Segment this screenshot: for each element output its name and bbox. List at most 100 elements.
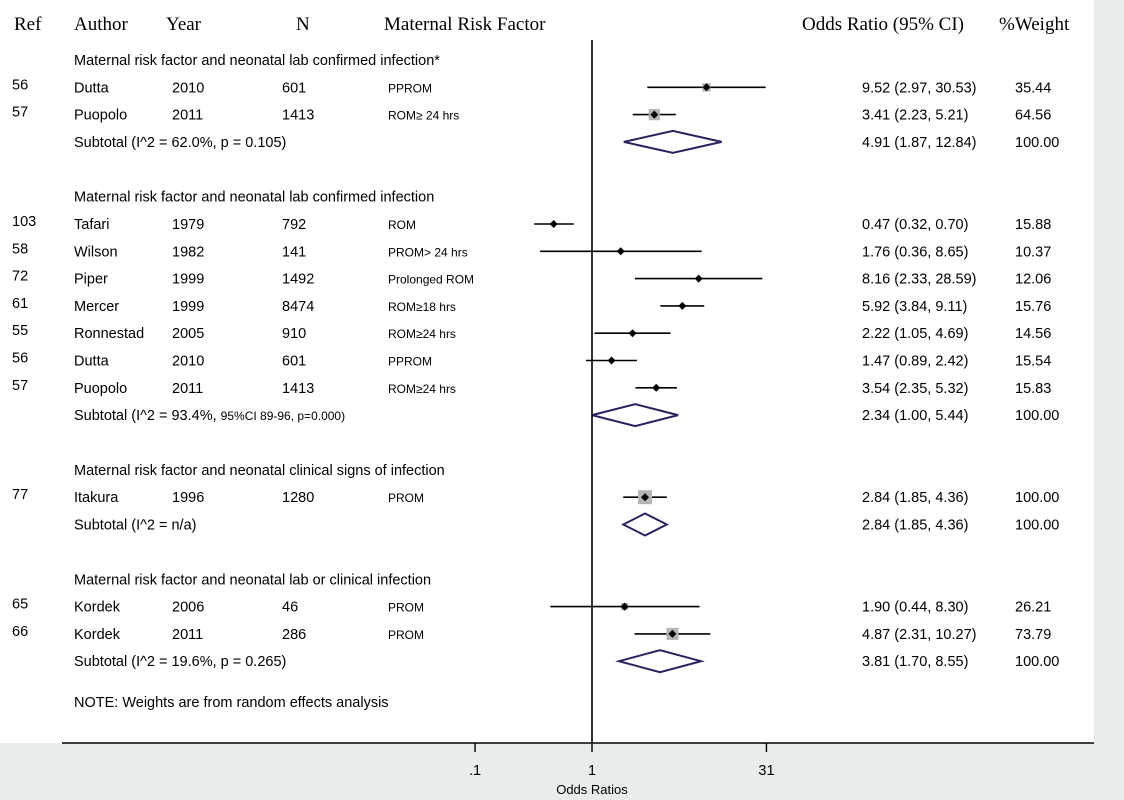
study-author: Puopolo [74,108,127,124]
subtotal-or-ci: 2.34 (1.00, 5.44) [862,408,968,424]
header-author: Author [74,14,129,35]
point-estimate [549,220,558,228]
footnote: NOTE: Weights are from random effects an… [74,695,389,711]
section-2: Maternal risk factor and neonatal clinic… [12,463,1059,537]
subtotal-diamond [621,512,670,537]
study-n: 141 [282,244,306,260]
study-year: 1979 [172,217,204,233]
study-n: 601 [282,354,306,370]
header-row: Ref Author Year N Maternal Risk Factor O… [14,14,1070,35]
x-axis: .1 1 31 [469,743,775,779]
study-row: 55 Ronnestad 2005 910 ROM≥24 hrs 2.22 (1.05, … [12,323,1051,342]
study-ref: 58 [12,241,28,257]
study-year: 2011 [172,108,203,124]
study-year: 2005 [172,326,204,342]
study-or-ci: 3.54 (2.35, 5.32) [862,381,968,397]
study-year: 2006 [172,600,204,616]
study-or-ci: 8.16 (2.33, 28.59) [862,272,976,288]
study-year: 1982 [172,244,204,260]
section-title: Maternal risk factor and neonatal lab co… [74,190,434,206]
study-author: Tafari [74,217,109,233]
study-factor: ROM [388,218,416,232]
study-or-ci: 1.90 (0.44, 8.30) [862,600,968,616]
study-ref: 56 [12,77,28,93]
study-ref: 61 [12,296,28,312]
header-n: N [296,14,310,35]
study-year: 1999 [172,272,204,288]
study-factor: ROM≥24 hrs [388,327,456,341]
study-row: 61 Mercer 1999 8474 ROM≥18 hrs 5.92 (3.84, 9.… [12,296,1051,315]
study-row: 56 Dutta 2010 601 PPROM 9.52 (2.97, 30.53) 35.… [12,77,1051,96]
point-estimate [652,383,661,392]
point-estimate [616,247,625,256]
study-author: Piper [74,272,108,288]
subtotal-weight: 100.00 [1015,408,1059,424]
point-estimate [641,493,650,502]
study-n: 910 [282,326,306,342]
study-ref: 56 [12,351,28,367]
forest-plot: Ref Author Year N Maternal Risk Factor O… [12,14,1094,797]
study-weight: 35.44 [1015,80,1051,96]
study-row: 57 Puopolo 2011 1413 ROM≥ 24 hrs 3.41 (2.23, … [12,105,1051,124]
point-estimate [678,301,687,310]
study-ref: 65 [12,597,28,613]
study-row: 57 Puopolo 2011 1413 ROM≥24 hrs 3.54 (2.35, 5… [12,378,1051,397]
section-0: Maternal risk factor and neonatal lab co… [12,53,1059,154]
study-factor: PPROM [388,81,432,95]
subtotal-weight: 100.00 [1015,654,1059,670]
study-ref: 72 [12,269,28,285]
subtotal-diamond [615,649,705,674]
subtotal-row: Subtotal (I^2 = n/a) 2.84 (1.85, 4.36) 100… [74,512,1059,537]
study-author: Ronnestad [74,326,144,342]
study-factor: PPROM [388,355,432,369]
study-weight: 10.37 [1015,244,1051,260]
study-row: 72 Piper 1999 1492 Prolonged ROM 8.16 (2.33, … [12,269,1051,288]
subtotal-label: Subtotal (I^2 = 62.0%, p = 0.105) [74,135,286,151]
study-year: 2010 [172,354,204,370]
header-or: Odds Ratio (95% CI) [802,14,964,35]
study-row: 66 Kordek 2011 286 PROM 4.87 (2.31, 10.27) 73.… [12,624,1051,643]
study-row: 103 Tafari 1979 792 ROM 0.47 (0.32, 0.70) 15.8… [12,214,1051,233]
subtotal-weight: 100.00 [1015,135,1059,151]
point-estimate [702,83,711,92]
subtotal-label: Subtotal (I^2 = 93.4%, 95%CI 89-96, p=0.… [74,408,345,424]
study-row: 77 Itakura 1996 1280 PROM 2.84 (1.85, 4.36) 10… [12,487,1059,506]
x-tick-label: .1 [469,763,481,779]
study-author: Dutta [74,80,110,96]
study-or-ci: 5.92 (3.84, 9.11) [862,299,967,315]
subtotal-diamond [623,129,722,154]
study-weight: 26.21 [1015,600,1051,616]
section-title: Maternal risk factor and neonatal lab or… [74,572,431,588]
point-estimate [620,602,629,611]
point-estimate [628,329,637,338]
section-1: Maternal risk factor and neonatal lab co… [12,190,1059,428]
study-ref: 103 [12,214,36,230]
study-weight: 14.56 [1015,326,1051,342]
study-or-ci: 1.76 (0.36, 8.65) [862,244,968,260]
axis-band [0,743,1094,800]
point-estimate [668,629,677,638]
study-factor: ROM≥24 hrs [388,382,456,396]
study-year: 1996 [172,490,204,506]
study-weight: 100.00 [1015,490,1059,506]
subtotal-or-ci: 4.91 (1.87, 12.84) [862,135,976,151]
study-n: 1413 [282,381,314,397]
section-title: Maternal risk factor and neonatal clinic… [74,463,445,479]
study-author: Kordek [74,600,121,616]
study-or-ci: 2.84 (1.85, 4.36) [862,490,968,506]
section-3: Maternal risk factor and neonatal lab or… [12,572,1059,674]
subtotal-row: Subtotal (I^2 = 62.0%, p = 0.105) 4.91 (1… [74,129,1059,154]
study-year: 2010 [172,80,204,96]
study-year: 2011 [172,381,203,397]
subtotal-weight: 100.00 [1015,518,1059,534]
subtotal-label: Subtotal (I^2 = 19.6%, p = 0.265) [74,654,286,670]
study-ref: 77 [12,487,28,503]
study-factor: PROM> 24 hrs [388,245,468,259]
x-tick-label: 31 [758,763,774,779]
study-n: 286 [282,627,306,643]
study-year: 2011 [172,627,203,643]
x-tick-label: 1 [588,763,596,779]
study-factor: ROM≥18 hrs [388,300,456,314]
subtotal-row: Subtotal (I^2 = 93.4%, 95%CI 89-96, p=0.… [74,403,1059,428]
subtotal-or-ci: 3.81 (1.70, 8.55) [862,654,968,670]
